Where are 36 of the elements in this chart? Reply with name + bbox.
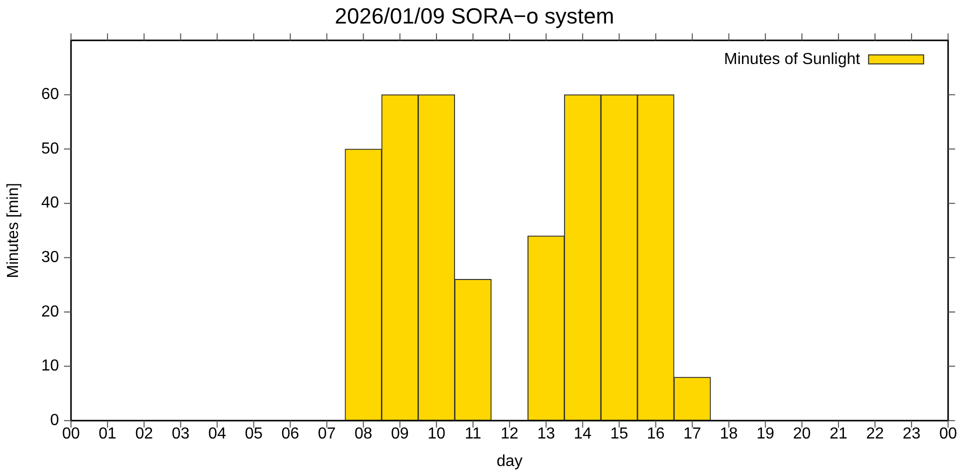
x-tick-label: 22 (866, 426, 884, 443)
x-tick-label: 10 (428, 426, 446, 443)
y-tick-label: 0 (50, 412, 60, 430)
x-tick-label: 03 (172, 426, 190, 443)
x-tick-label: 06 (281, 426, 300, 443)
x-tick-label: 20 (793, 426, 811, 443)
x-tick-label: 13 (537, 426, 556, 443)
x-tick-label: 12 (500, 426, 519, 443)
y-tick-label: 10 (41, 358, 60, 375)
x-tick-label: 01 (98, 426, 117, 443)
y-tick-label: 60 (41, 86, 60, 104)
x-tick-label: 17 (683, 426, 702, 443)
x-axis-title: day (496, 452, 522, 470)
x-tick-label: 21 (830, 426, 848, 443)
x-tick-label: 16 (646, 426, 665, 443)
x-tick-label: 07 (318, 426, 336, 443)
x-tick-label: 23 (902, 426, 921, 443)
y-tick-label: 40 (41, 194, 60, 212)
x-tick-label: 15 (610, 426, 628, 443)
x-tick-label: 11 (464, 426, 482, 443)
legend-label: Minutes of Sunlight (724, 50, 861, 68)
x-tick-label: 08 (354, 426, 372, 443)
x-tick-label: 19 (756, 426, 774, 443)
y-tick-label: 50 (41, 140, 60, 158)
chart-title: 2026/01/09 SORA−o system (334, 3, 614, 28)
x-tick-label: 00 (939, 426, 958, 443)
y-tick-label: 30 (41, 249, 60, 266)
x-tick-label: 18 (720, 426, 738, 443)
x-tick-label: 14 (574, 426, 592, 443)
x-tick-label: 05 (244, 426, 263, 443)
x-tick-label: 02 (135, 426, 154, 443)
x-tick-label: 04 (208, 426, 226, 443)
x-tick-label: 09 (391, 426, 409, 443)
y-axis-title: Minutes [min] (5, 182, 22, 278)
y-tick-label: 20 (41, 303, 60, 320)
x-tick-label: 00 (62, 426, 80, 443)
